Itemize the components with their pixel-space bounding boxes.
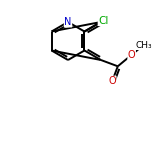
Text: N: N — [64, 17, 72, 27]
Text: O: O — [128, 50, 135, 60]
Text: O: O — [108, 76, 116, 86]
Text: CH₃: CH₃ — [135, 41, 152, 50]
Text: Cl: Cl — [98, 16, 109, 26]
